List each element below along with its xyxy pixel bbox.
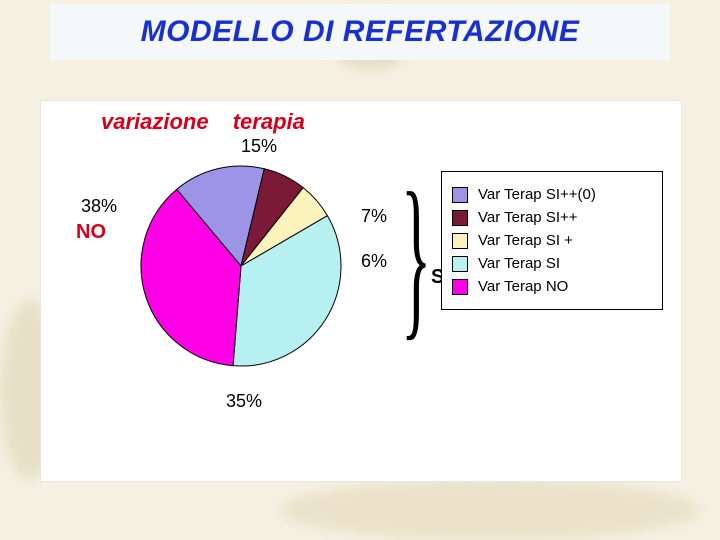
- legend-swatch-2: [452, 233, 468, 249]
- legend-label-4: Var Terap NO: [478, 278, 568, 295]
- legend-swatch-4: [452, 279, 468, 295]
- chart-subtitle: variazione terapia: [101, 109, 305, 135]
- legend-row-0: Var Terap SI++(0): [452, 186, 652, 203]
- pct-label-0: 15%: [241, 136, 277, 157]
- legend-swatch-0: [452, 187, 468, 203]
- chart-card: variazione terapia 15% 7% 6% 35% 38% NO …: [40, 100, 682, 482]
- brace-icon: }: [401, 166, 431, 346]
- chart-subtitle-word1: variazione: [101, 109, 209, 134]
- legend-row-4: Var Terap NO: [452, 278, 652, 295]
- legend-row-1: Var Terap SI++: [452, 209, 652, 226]
- legend-label-2: Var Terap SI +: [478, 232, 573, 249]
- legend-label-3: Var Terap SI: [478, 255, 560, 272]
- legend-label-0: Var Terap SI++(0): [478, 186, 596, 203]
- legend-swatch-1: [452, 210, 468, 226]
- pie-chart: [131, 156, 351, 376]
- page-title: MODELLO DI REFERTAZIONE: [141, 15, 580, 49]
- pct-label-4: 38%: [81, 196, 117, 217]
- legend-swatch-3: [452, 256, 468, 272]
- legend: Var Terap SI++(0) Var Terap SI++ Var Terap…: [441, 171, 663, 310]
- legend-row-3: Var Terap SI: [452, 255, 652, 272]
- page-title-band: MODELLO DI REFERTAZIONE: [50, 4, 670, 60]
- side-label-no: NO: [76, 221, 106, 244]
- legend-label-1: Var Terap SI++: [478, 209, 578, 226]
- pct-label-2: 6%: [361, 251, 387, 272]
- chart-subtitle-word2: terapia: [233, 109, 305, 134]
- pct-label-1: 7%: [361, 206, 387, 227]
- pct-label-3: 35%: [226, 391, 262, 412]
- legend-row-2: Var Terap SI +: [452, 232, 652, 249]
